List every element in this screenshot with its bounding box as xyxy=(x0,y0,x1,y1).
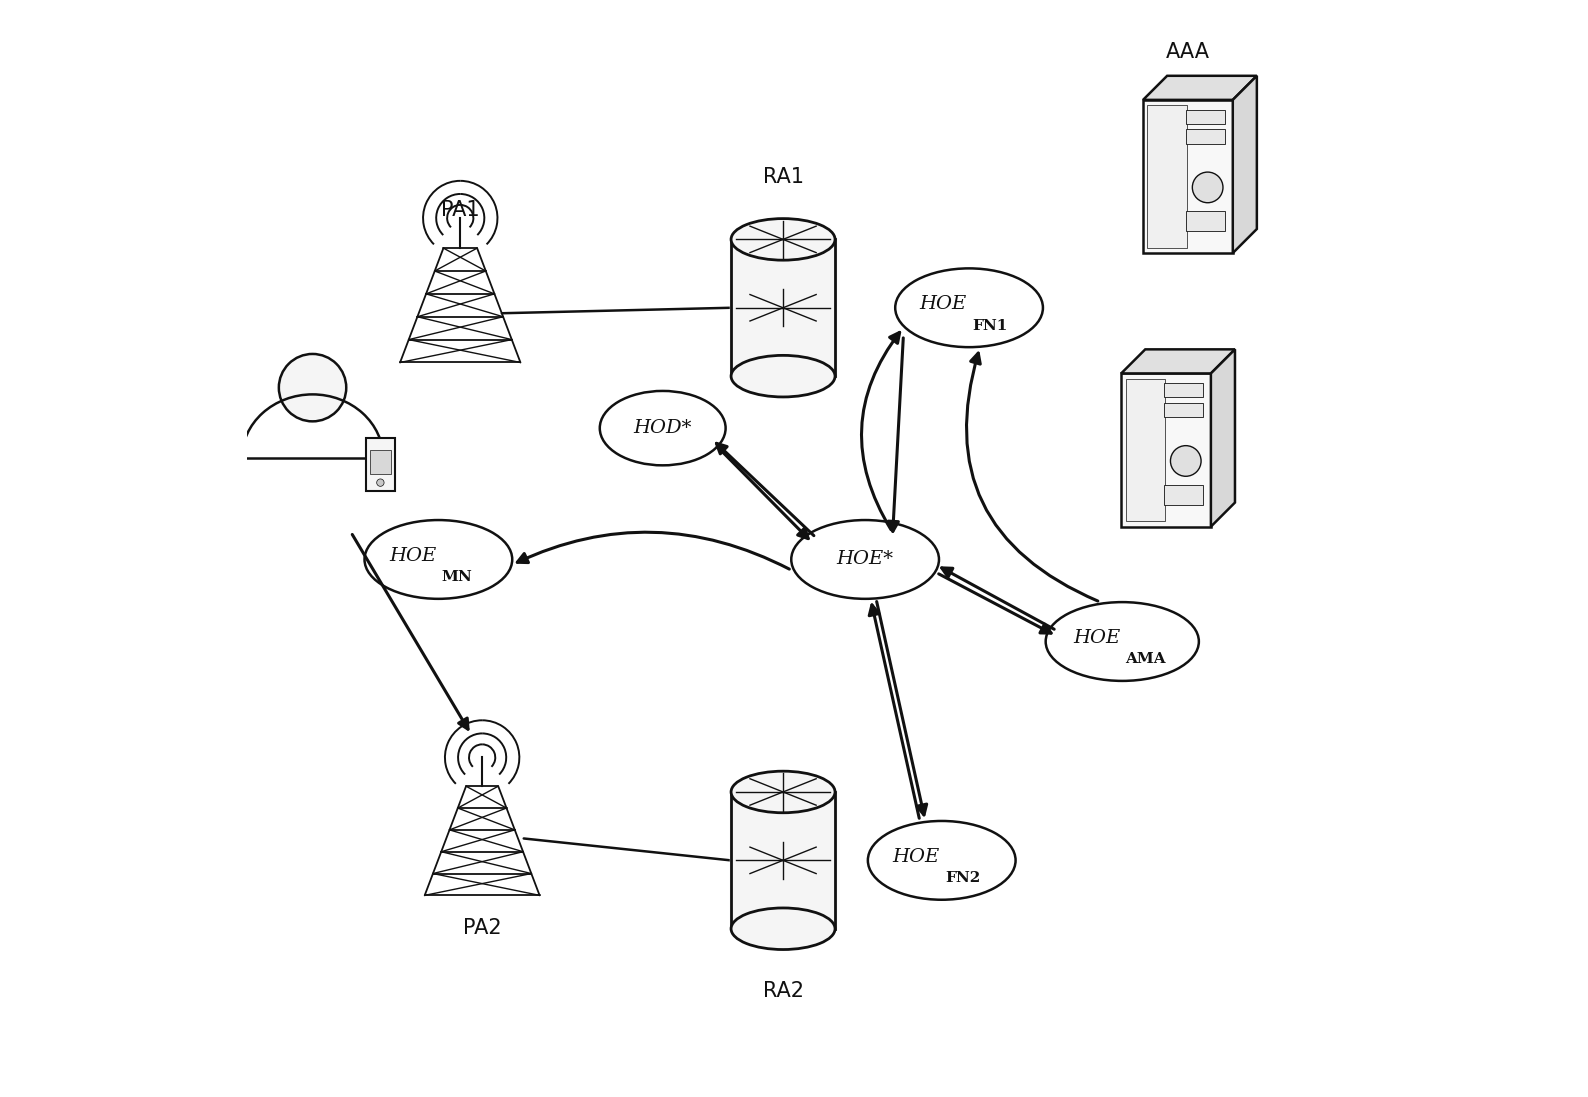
Polygon shape xyxy=(1212,349,1235,527)
Text: PA2: PA2 xyxy=(462,918,502,938)
Ellipse shape xyxy=(730,218,835,260)
Circle shape xyxy=(279,354,346,421)
Text: RA1: RA1 xyxy=(762,168,804,188)
Bar xyxy=(1186,129,1224,144)
Ellipse shape xyxy=(730,908,835,950)
Text: RA2: RA2 xyxy=(762,981,804,1000)
Bar xyxy=(1164,403,1204,417)
Ellipse shape xyxy=(730,771,835,813)
Ellipse shape xyxy=(869,821,1016,900)
Bar xyxy=(730,239,835,376)
Polygon shape xyxy=(1143,76,1256,100)
Bar xyxy=(367,438,394,490)
Polygon shape xyxy=(1121,349,1235,373)
Bar xyxy=(1164,485,1204,505)
Circle shape xyxy=(1193,172,1223,203)
Text: FN1: FN1 xyxy=(972,319,1008,332)
Text: HOE: HOE xyxy=(892,848,940,866)
Ellipse shape xyxy=(365,520,513,599)
Bar xyxy=(370,450,391,474)
Text: FN2: FN2 xyxy=(945,871,980,885)
Bar xyxy=(1143,100,1232,253)
Bar xyxy=(1148,105,1186,248)
Bar xyxy=(1164,383,1204,397)
Ellipse shape xyxy=(791,520,939,599)
Bar xyxy=(1126,378,1166,521)
Circle shape xyxy=(1170,445,1201,476)
Ellipse shape xyxy=(1045,602,1199,681)
Text: HOE*: HOE* xyxy=(837,551,894,568)
Circle shape xyxy=(376,479,384,486)
Polygon shape xyxy=(1232,76,1256,253)
Text: AMA: AMA xyxy=(1126,653,1166,667)
Text: AAA: AAA xyxy=(1166,42,1210,61)
Ellipse shape xyxy=(896,269,1043,347)
Bar xyxy=(1121,373,1212,527)
Bar xyxy=(730,792,835,929)
Text: PA1: PA1 xyxy=(441,201,480,220)
Text: HOE: HOE xyxy=(919,295,967,314)
Text: HOE: HOE xyxy=(389,547,437,565)
Text: HOE: HOE xyxy=(1073,630,1120,647)
Text: HOD*: HOD* xyxy=(634,419,692,437)
Bar xyxy=(1186,110,1224,124)
Ellipse shape xyxy=(600,391,726,465)
Bar xyxy=(1186,212,1224,231)
Text: MN: MN xyxy=(441,570,472,585)
Ellipse shape xyxy=(730,355,835,397)
